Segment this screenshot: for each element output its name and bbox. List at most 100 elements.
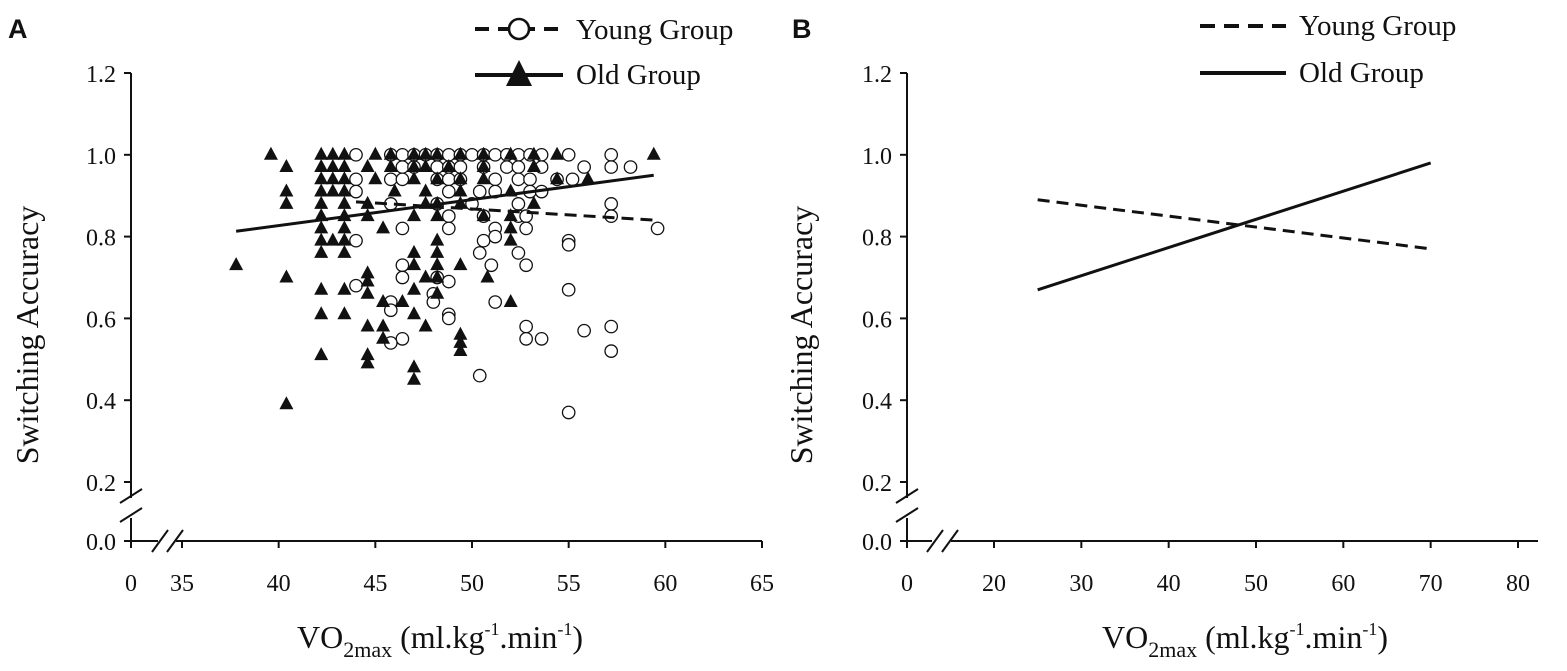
young-group-point	[488, 229, 503, 244]
old-group-point	[325, 183, 340, 197]
old-group-point	[430, 244, 445, 258]
old-group-point	[407, 371, 421, 385]
old-group-point	[325, 146, 340, 160]
old-group-point	[360, 273, 375, 287]
young-group-point	[488, 147, 503, 162]
panel-b-x-break-mark-1	[926, 529, 944, 553]
old-group-point	[395, 293, 410, 307]
young-group-point	[349, 233, 363, 248]
old-group-point	[279, 396, 294, 410]
young-group-point	[523, 172, 537, 187]
young-group-point	[472, 368, 487, 383]
panel-a-x-axis-title-unit-b: .min	[500, 619, 558, 655]
panel-a-y-axis-title: Switching Accuracy	[9, 206, 45, 465]
old-group-point	[503, 220, 518, 234]
young-group-point	[561, 405, 576, 420]
panel-b-x-axis-title: VO2max (ml.kg-1.min-1)	[1102, 619, 1388, 662]
panel-b-y-tick-label: 0.4	[862, 389, 892, 415]
old-group-point	[325, 159, 340, 173]
panel-b-y-axis-title: Switching Accuracy	[783, 206, 819, 465]
panel-b-y-ticks: 0.0 0.2 0.4 0.6 0.8 1.0 1.2	[862, 62, 907, 556]
old-group-point	[360, 159, 375, 173]
panel-a: A Young Group Old Group 0.0 0.2 0.4 0.6 0.8 1…	[8, 14, 774, 662]
old-group-point	[368, 146, 383, 160]
old-group-point	[360, 355, 375, 369]
young-group-point	[511, 197, 526, 211]
old-group-point	[430, 171, 445, 185]
young-group-point	[488, 172, 503, 187]
panel-a-y-tick-label: 0.2	[86, 471, 116, 497]
old-group-point	[430, 146, 445, 160]
young-group-point	[577, 323, 591, 338]
young-group-point	[561, 282, 576, 297]
young-group-point	[484, 258, 499, 273]
old-group-point	[314, 208, 329, 222]
old-group-point	[526, 159, 541, 173]
old-group-point	[453, 146, 468, 160]
young-group-point	[604, 160, 619, 174]
old-group-point	[453, 334, 468, 348]
old-group-point	[430, 257, 445, 271]
panel-a-x-tick-label: 35	[170, 571, 194, 597]
old-group-point	[263, 146, 278, 160]
young-group-point	[441, 274, 456, 289]
panel-a-fit-lines	[235, 173, 656, 233]
panel-b-x-tick-label: 60	[1331, 571, 1355, 597]
young-group-point	[383, 172, 398, 187]
panel-b-series-lines	[1037, 161, 1432, 292]
legend-a-young-label: Young Group	[576, 14, 733, 46]
young-group-point	[519, 221, 533, 236]
panel-b-x-tick-label: 40	[1157, 571, 1181, 597]
panel-a-y-tick-label: 1.0	[86, 144, 116, 170]
young-group-point	[519, 331, 533, 346]
old-group-line	[1037, 161, 1432, 292]
panel-a-x-ticks: 0 35 40 45 50 55 60 65	[125, 541, 774, 597]
young-group-point	[395, 147, 410, 162]
panel-b-x-ticks: 0 20 30 40 50 60 70 80	[901, 541, 1530, 597]
panel-b-x-tick-label: 70	[1419, 571, 1443, 597]
young-group-point	[511, 246, 526, 260]
young-group-point	[650, 221, 665, 236]
panel-a-x-tick-label: 50	[460, 571, 484, 597]
old-group-point	[314, 195, 329, 209]
panel-a-y-break-mark-2	[119, 507, 143, 523]
old-group-point	[407, 208, 421, 222]
panel-a-letter: A	[8, 14, 28, 44]
legend-a-young-marker	[507, 17, 531, 41]
old-group-point	[325, 232, 340, 246]
old-group-point	[407, 257, 421, 271]
old-group-point	[441, 159, 456, 173]
old-group-point	[418, 159, 433, 173]
panel-a-x-tick-label: 65	[750, 571, 774, 597]
old-group-point	[503, 208, 518, 222]
old-group-point	[368, 171, 383, 185]
panel-b-axes	[895, 73, 1538, 553]
old-group-point	[314, 232, 329, 246]
panel-b-legend: Young Group Old Group	[1200, 10, 1456, 89]
panel-b-x-tick-label: 80	[1506, 571, 1530, 597]
panel-b-y-tick-label: 0.8	[862, 226, 892, 252]
young-group-point	[441, 184, 456, 199]
old-group-point	[476, 208, 491, 222]
young-group-point	[349, 184, 363, 199]
panel-a-x-axis-title-unit-c: )	[572, 619, 583, 655]
old-group-point	[337, 171, 352, 185]
old-group-point	[476, 159, 491, 173]
old-group-point	[383, 159, 398, 173]
young-group-point	[604, 197, 619, 211]
old-group-point	[376, 330, 391, 344]
panel-a-x-tick-label: 45	[363, 571, 387, 597]
old-group-point	[407, 306, 421, 320]
old-group-point	[407, 159, 421, 173]
old-group-fit-line	[235, 173, 654, 233]
young-group-point	[395, 258, 410, 273]
old-group-point	[407, 171, 421, 185]
old-group-point	[314, 220, 329, 234]
young-group-point	[349, 147, 363, 162]
panel-a-x-axis-title: VO2max (ml.kg-1.min-1)	[297, 619, 583, 662]
young-group-point	[499, 160, 514, 174]
panel-b-y-tick-label: 0.6	[862, 307, 892, 333]
panel-b-y-tick-label: 1.0	[862, 144, 892, 170]
legend-a-old-marker	[506, 60, 532, 86]
panel-b: B Young Group Old Group 0.0 0.2 0.4 0.6 0.8 1…	[783, 10, 1538, 662]
